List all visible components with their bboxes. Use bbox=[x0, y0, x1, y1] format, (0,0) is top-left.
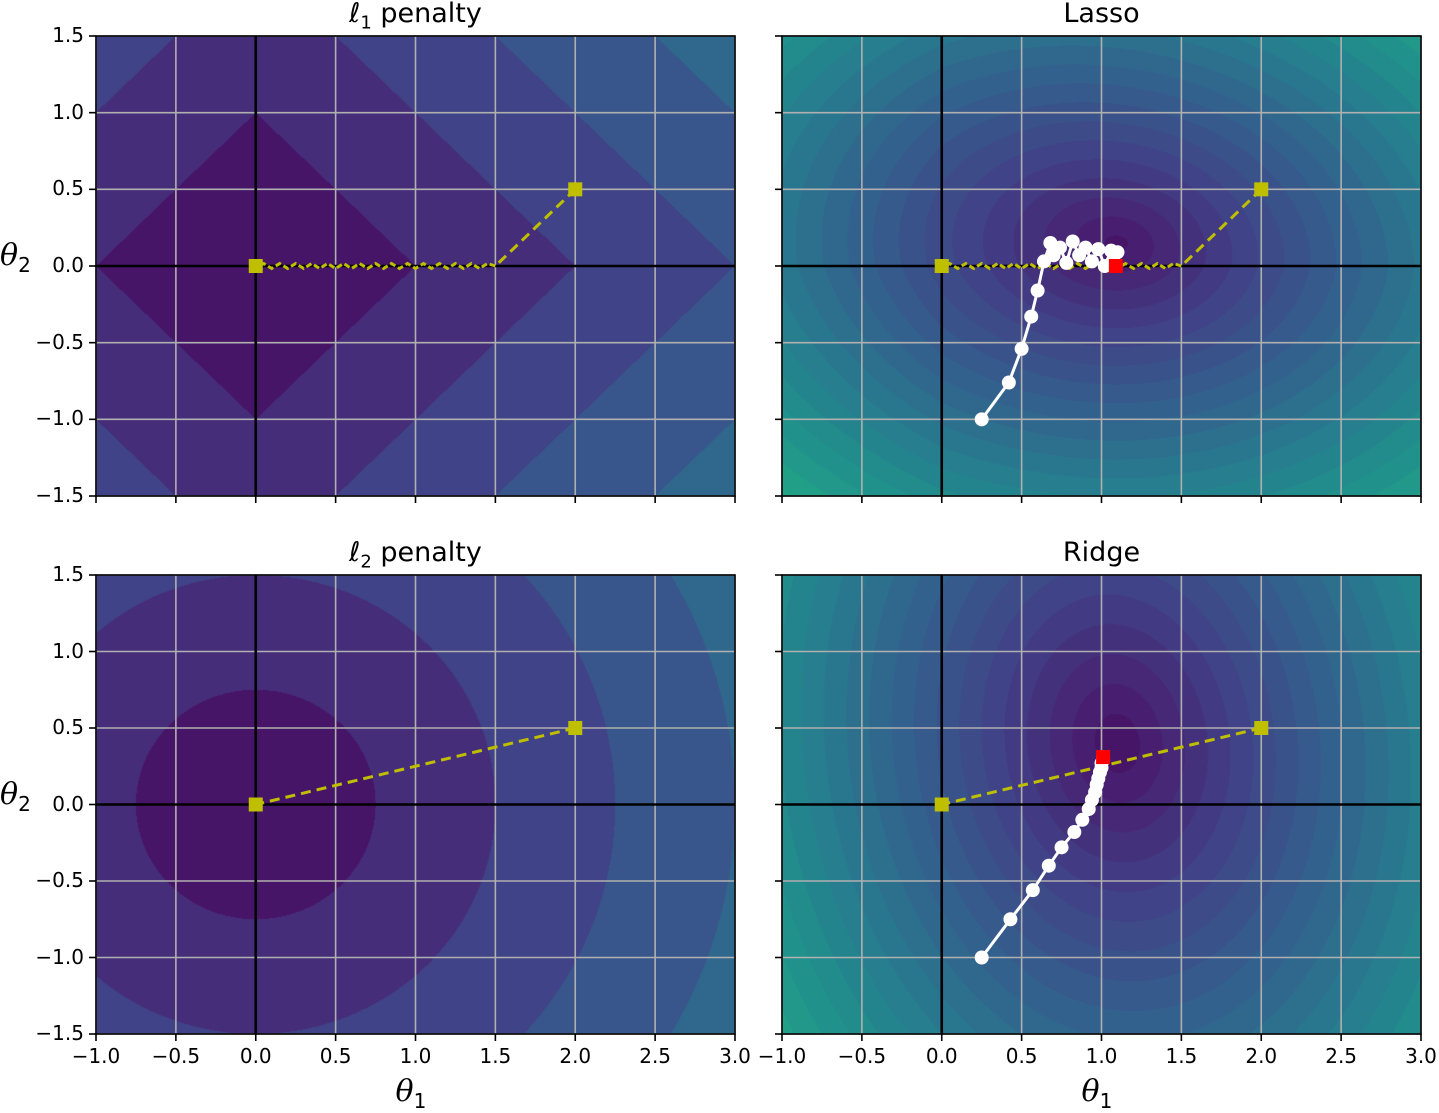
title-suffix: penalty bbox=[371, 0, 482, 29]
gd-path-point bbox=[1067, 825, 1082, 840]
reference-path-dashed bbox=[255, 726, 576, 806]
marker-square bbox=[568, 721, 583, 735]
x-tick-label: −1.0 bbox=[71, 1044, 121, 1068]
optimum-marker bbox=[1096, 750, 1111, 765]
gd-path-point bbox=[1014, 341, 1029, 356]
x-tick-label: 2.0 bbox=[559, 1044, 592, 1068]
marker-square bbox=[934, 797, 949, 812]
x-axis-label: θ1 bbox=[395, 1074, 427, 1113]
marker-square bbox=[568, 182, 583, 197]
gd-path-point bbox=[974, 950, 989, 965]
gd-path-point bbox=[1065, 234, 1080, 249]
marker-square bbox=[248, 797, 263, 812]
gd-path-point bbox=[1110, 245, 1125, 260]
gd-path-point bbox=[1054, 840, 1069, 855]
y-axis-label: θ2 bbox=[0, 238, 31, 277]
x-tick-label: 2.5 bbox=[639, 1044, 672, 1068]
y-tick-label: −1.5 bbox=[35, 483, 84, 507]
title-subscript: 1 bbox=[360, 12, 372, 34]
x-tick-label: 0.5 bbox=[319, 1044, 352, 1068]
marker-square bbox=[1254, 182, 1269, 197]
x-tick-label: −1.0 bbox=[757, 1044, 807, 1068]
gd-path-point bbox=[1075, 812, 1090, 827]
gd-path-point bbox=[1025, 883, 1040, 898]
gd-path-point bbox=[1003, 912, 1018, 927]
y-tick-label: −0.5 bbox=[35, 329, 84, 354]
gd-path-point bbox=[1084, 254, 1099, 269]
title-suffix: penalty bbox=[371, 537, 482, 568]
gd-path-point bbox=[1091, 242, 1106, 257]
y-tick-label: 1.5 bbox=[52, 562, 84, 586]
x-tick-label: 3.0 bbox=[1405, 1044, 1437, 1068]
title-text: ℓ bbox=[349, 537, 361, 568]
title-text: ℓ bbox=[349, 0, 361, 29]
reference-path-zigzag bbox=[254, 261, 496, 271]
y-tick-label: −0.5 bbox=[35, 868, 84, 892]
x-tick-label: 1.5 bbox=[479, 1044, 512, 1068]
x-tick-label: −0.5 bbox=[837, 1044, 887, 1068]
title-text: Lasso bbox=[1063, 0, 1140, 29]
x-tick-label: 1.5 bbox=[1165, 1044, 1198, 1068]
y-tick-label: −1.0 bbox=[35, 944, 84, 969]
gd-path-point bbox=[1059, 255, 1074, 270]
x-tick-label: 3.0 bbox=[719, 1044, 751, 1068]
y-axis-label: θ2 bbox=[0, 776, 31, 816]
y-tick-label: 0.0 bbox=[52, 791, 84, 816]
y-tick-label: 1.0 bbox=[52, 638, 84, 663]
x-tick-label: 1.0 bbox=[399, 1044, 432, 1068]
x-tick-label: 2.5 bbox=[1325, 1044, 1358, 1068]
panel-title: ℓ1 penalty bbox=[96, 0, 735, 33]
y-tick-label: 1.0 bbox=[52, 99, 84, 124]
gd-path-point bbox=[1078, 240, 1093, 255]
marker-square bbox=[1254, 721, 1269, 735]
title-subscript: 2 bbox=[360, 551, 372, 573]
x-axis-label: θ1 bbox=[1081, 1074, 1113, 1113]
gd-path-point bbox=[1041, 858, 1056, 873]
y-tick-label: −1.0 bbox=[35, 406, 84, 431]
x-tick-label: 0.0 bbox=[239, 1044, 272, 1068]
gd-path-line bbox=[980, 757, 1105, 959]
gd-path-point bbox=[1024, 309, 1039, 324]
gd-path-point bbox=[1030, 283, 1045, 298]
x-tick-label: 2.0 bbox=[1245, 1044, 1278, 1068]
y-tick-label: 0.5 bbox=[52, 715, 84, 739]
optimum-marker bbox=[1108, 259, 1123, 273]
reference-path-dashed bbox=[494, 188, 577, 268]
reference-path-dashed bbox=[1180, 188, 1263, 268]
y-tick-label: 0.0 bbox=[52, 253, 84, 277]
title-text: Ridge bbox=[1062, 537, 1141, 568]
y-tick-label: 0.5 bbox=[52, 176, 84, 201]
x-tick-label: 1.0 bbox=[1085, 1044, 1118, 1068]
marker-square bbox=[248, 259, 263, 273]
panel-title: ℓ2 penalty bbox=[96, 537, 735, 572]
x-tick-label: 0.0 bbox=[925, 1044, 958, 1068]
gd-path-point bbox=[1052, 240, 1067, 255]
y-tick-label: −1.5 bbox=[35, 1021, 84, 1045]
y-tick-label: 1.5 bbox=[52, 23, 84, 47]
x-tick-label: −0.5 bbox=[151, 1044, 201, 1068]
panel-title: Lasso bbox=[782, 0, 1421, 29]
gd-path-point bbox=[1001, 375, 1016, 390]
panel-title: Ridge bbox=[782, 537, 1421, 568]
gd-path-point bbox=[974, 412, 989, 427]
marker-square bbox=[934, 259, 949, 273]
x-tick-label: 0.5 bbox=[1005, 1044, 1038, 1068]
